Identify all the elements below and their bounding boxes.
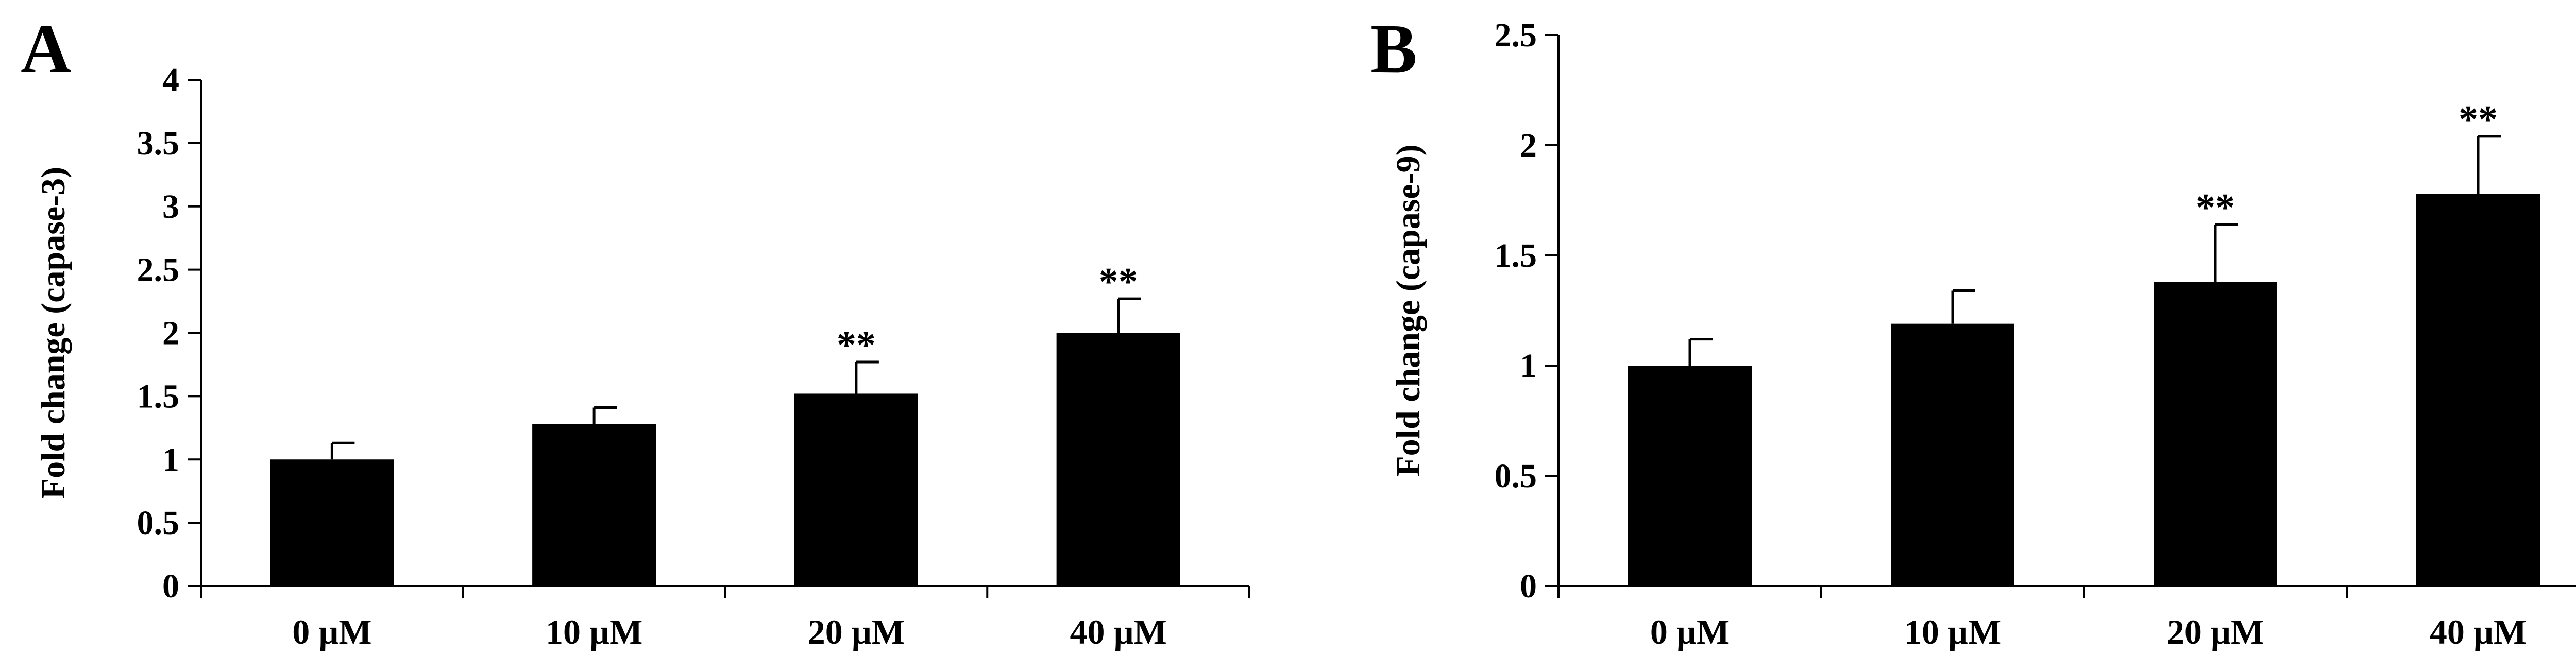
x-tick-label: 0 µM: [292, 612, 371, 651]
bar: [794, 393, 918, 586]
y-tick-label: 1.5: [137, 377, 180, 415]
y-tick-label: 2: [1520, 127, 1537, 164]
bar: [1891, 323, 2014, 586]
y-tick-label: 1.5: [1495, 237, 1537, 274]
x-tick-label: 40 µM: [1070, 612, 1166, 651]
x-tick-label: 20 µM: [808, 612, 905, 651]
bar: [270, 459, 394, 586]
panel-a-chart: A00.511.522.533.540 µM 10 µM**20 µM**40 µ…: [21, 10, 1250, 651]
x-tick-label: 10 µM: [546, 612, 642, 651]
bar: [1628, 366, 1752, 586]
panel-label-a: A: [21, 10, 71, 88]
y-tick-label: 2.5: [137, 251, 180, 289]
panel-b-chart: B 0 0.5 1 1.5 2 2.5 0 µM 10 µM ** 20 µM ** 40 µM Fold…: [1370, 10, 2576, 651]
significance-label: **: [2459, 98, 2498, 141]
significance-label: **: [837, 323, 876, 367]
x-tick-label: 0 µM: [1650, 612, 1730, 651]
y-axis-title: Fold change (capase-3): [35, 167, 72, 499]
y-tick-label: 1: [162, 441, 179, 478]
y-tick-label: 3.5: [137, 125, 180, 162]
bar: [1056, 333, 1180, 586]
x-tick-label: 40 µM: [2430, 612, 2527, 651]
y-tick-label: 0: [1520, 567, 1537, 605]
significance-label: **: [2196, 186, 2235, 229]
y-tick-label: 0.5: [137, 504, 180, 542]
bar: [2416, 194, 2540, 586]
x-tick-label: 20 µM: [2167, 612, 2264, 651]
significance-label: **: [1099, 260, 1138, 303]
x-tick-label: 10 µM: [1904, 612, 2001, 651]
y-axis-title: Fold change (capase-9): [1389, 144, 1427, 476]
y-tick-label: 4: [162, 61, 179, 99]
y-tick-label: 2: [162, 315, 179, 352]
y-tick-label: 0: [162, 567, 179, 605]
bar: [532, 424, 656, 586]
y-tick-label: 3: [162, 188, 179, 226]
y-tick-label: 0.5: [1495, 457, 1537, 495]
panel-label-b: B: [1370, 10, 1417, 88]
y-tick-label: 2.5: [1495, 16, 1537, 54]
y-tick-label: 1: [1520, 347, 1537, 385]
bar: [2154, 282, 2277, 586]
